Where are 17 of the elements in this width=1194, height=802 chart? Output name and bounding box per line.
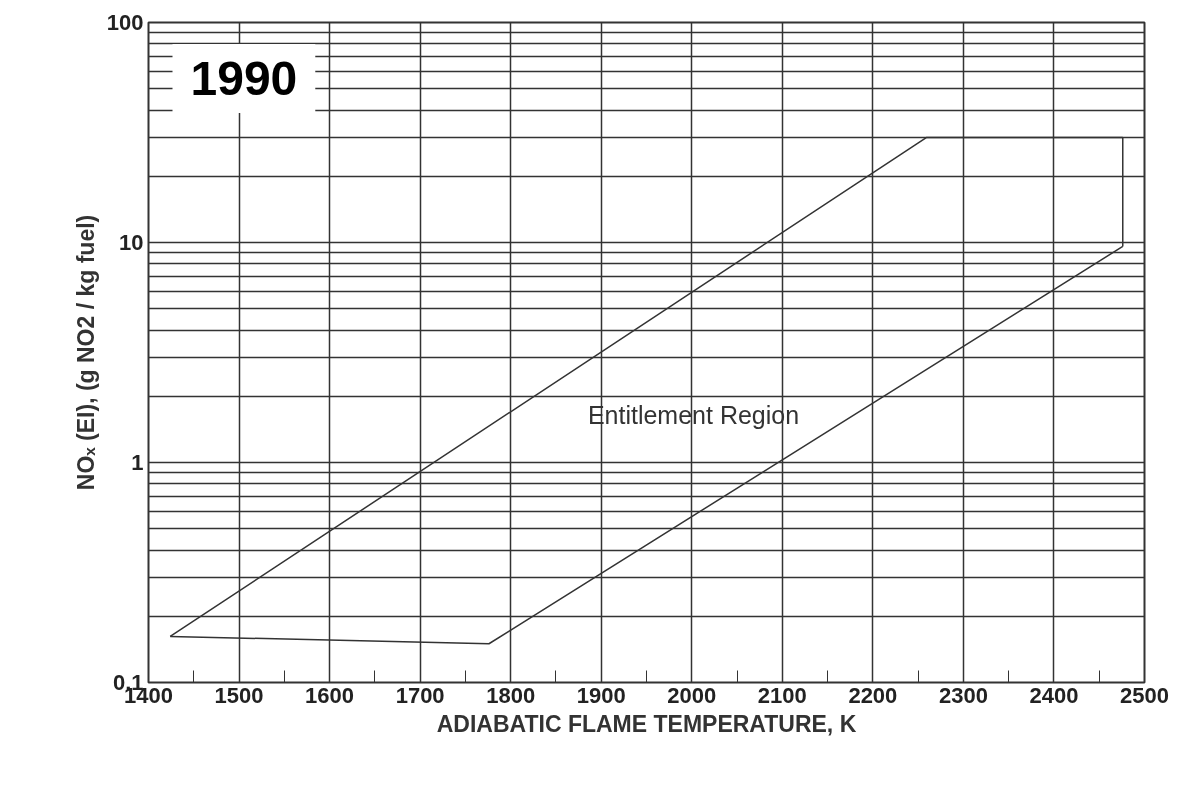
annotation: 1990 [190, 52, 298, 105]
y-tick-label: 100 [106, 10, 144, 35]
x-tick-label: 1600 [305, 682, 355, 708]
x-tick-label: 2100 [757, 682, 807, 708]
y-tick-label: 10 [119, 230, 144, 255]
x-tick-label: 2400 [1029, 682, 1079, 708]
x-tick-label: 1800 [486, 682, 536, 708]
x-axis-title: ADIABATIC FLAME TEMPERATURE, K [436, 710, 857, 737]
y-tick-label: 1 [131, 450, 144, 475]
y-axis-title: NOₓ (EI), (g NO2 / kg fuel) [72, 214, 99, 491]
x-tick-label: 1500 [214, 682, 264, 708]
x-tick-label: 1700 [395, 682, 445, 708]
x-tick-label: 2200 [848, 682, 898, 708]
x-tick-label: 2300 [938, 682, 988, 708]
x-tick-label: 1900 [576, 682, 626, 708]
x-tick-label: 2500 [1120, 682, 1169, 708]
x-tick-label: 2000 [667, 682, 717, 708]
